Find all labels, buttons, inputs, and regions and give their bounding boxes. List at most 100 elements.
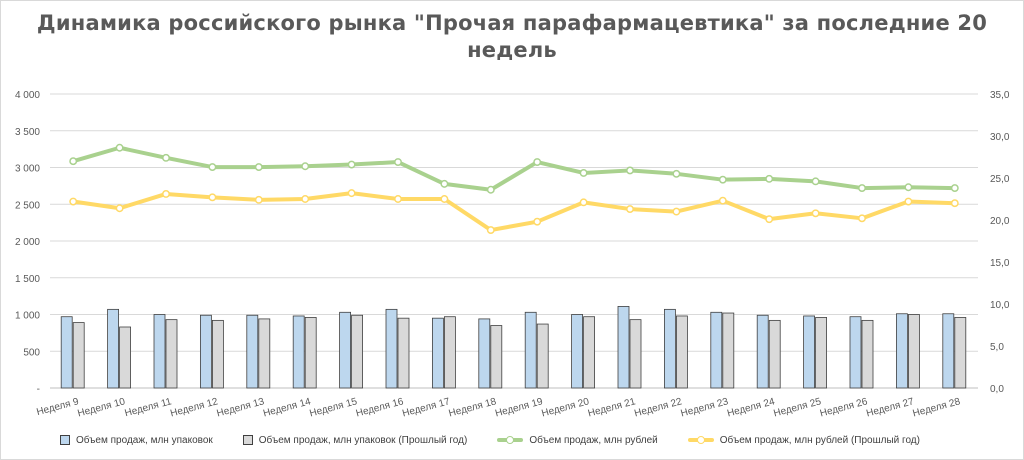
line-sales-rub-prev [71, 191, 957, 233]
point-sales-rub-prev [579, 198, 588, 207]
legend-label-sales-units-prev: Объем продаж, млн упаковок (Прошлый год) [258, 434, 468, 446]
legend-item-sales-rub[interactable]: Объем продаж, млн рублей [497, 434, 658, 446]
x-tick-label: Неделя 19 [494, 396, 544, 419]
point-sales-rub [718, 175, 727, 184]
bar-sales-units-prev [351, 314, 364, 389]
bar-sales-units-prev [861, 319, 874, 389]
x-tick-label: Неделя 21 [587, 396, 637, 419]
point-sales-rub [904, 183, 913, 192]
chart-title: Динамика российского рынка "Прочая параф… [36, 11, 988, 62]
x-tick-label: Неделя 24 [726, 396, 776, 419]
bar-sales-units-prev [165, 319, 178, 389]
left-tick-label: 2 000 [15, 237, 40, 248]
bar-sales-units [339, 311, 352, 389]
right-tick-label: 25,0 [990, 174, 1010, 185]
bar-sales-units [617, 306, 630, 389]
bar-sales-units [153, 314, 166, 389]
legend-swatch-sales-rub-prev [687, 435, 714, 445]
point-sales-rub [394, 158, 402, 166]
x-tick-label: Неделя 15 [308, 396, 358, 419]
left-tick-label: 4 000 [15, 90, 40, 101]
point-sales-rub [626, 166, 634, 175]
bar-sales-units-prev [119, 326, 131, 389]
x-tick-label: Неделя 27 [865, 396, 915, 419]
x-tick-label: Неделя 11 [124, 396, 174, 419]
x-tick-label: Неделя 26 [819, 396, 869, 419]
bar-sales-units-prev [815, 317, 827, 389]
x-tick-label: Неделя 25 [772, 396, 822, 419]
bar-sales-units [478, 318, 491, 389]
x-tick-label: Неделя 9 [35, 396, 80, 418]
right-tick-label: 10,0 [990, 300, 1010, 311]
bar-sales-units-prev [258, 318, 271, 389]
bar-sales-units [431, 317, 444, 389]
x-tick-label: Неделя 14 [262, 396, 312, 419]
left-tick-label: 3 500 [15, 127, 40, 138]
point-sales-rub [765, 174, 774, 183]
bar-sales-units [246, 314, 259, 389]
bar-sales-units [942, 313, 955, 389]
right-tick-label: 20,0 [990, 216, 1010, 227]
point-sales-rub-prev [394, 195, 402, 203]
bar-sales-units-prev [908, 314, 920, 389]
point-sales-rub [950, 184, 959, 193]
bar-sales-units [664, 308, 676, 389]
point-sales-rub-prev [904, 197, 913, 206]
bar-sales-units [292, 315, 305, 389]
point-sales-rub [672, 169, 681, 178]
bar-sales-units [849, 316, 862, 389]
left-tick-label: 1 500 [15, 274, 40, 285]
point-sales-rub-prev [858, 214, 866, 223]
point-sales-rub-prev [765, 215, 774, 224]
left-tick-label: 500 [23, 347, 40, 358]
point-sales-rub [347, 160, 356, 169]
point-sales-rub [858, 184, 866, 193]
point-sales-rub [162, 153, 170, 162]
x-tick-label: Неделя 17 [401, 396, 451, 419]
legend-label-sales-rub-prev: Объем продаж, млн рублей (Прошлый год) [719, 434, 920, 446]
point-sales-rub [486, 185, 495, 194]
point-sales-rub-prev [162, 190, 170, 198]
legend-swatch-sales-rub [497, 435, 524, 445]
point-sales-rub-prev [672, 207, 681, 216]
legend-item-sales-rub-prev[interactable]: Объем продаж, млн рублей (Прошлый год) [687, 434, 920, 446]
x-tick-label: Неделя 12 [169, 396, 219, 419]
bar-sales-units-prev [536, 323, 549, 389]
point-sales-rub-prev [208, 193, 217, 202]
bar-sales-units [756, 314, 769, 389]
point-sales-rub [579, 169, 588, 177]
x-tick-label: Неделя 20 [540, 396, 590, 419]
right-tick-label: 5,0 [990, 342, 1004, 353]
x-tick-label: Неделя 28 [912, 396, 962, 419]
point-sales-rub [440, 179, 449, 188]
left-tick-label: 1 000 [15, 311, 40, 322]
legend-item-sales-units[interactable]: Объем продаж, млн упаковок [60, 435, 213, 446]
point-sales-rub [208, 163, 217, 172]
bar-sales-units-prev [768, 319, 781, 389]
bar-sales-units [803, 315, 815, 389]
bar-sales-units [199, 314, 212, 389]
bar-sales-units-prev [722, 312, 735, 389]
bar-sales-units-prev [583, 316, 595, 389]
bar-sales-units-prev [397, 317, 410, 389]
point-sales-rub-prev [486, 226, 495, 235]
point-sales-rub-prev [811, 209, 820, 218]
bar-sales-units [710, 311, 723, 389]
bar-sales-units [524, 311, 537, 389]
bar-sales-units [385, 308, 398, 389]
bar-sales-units [896, 313, 908, 389]
legend-label-sales-units: Объем продаж, млн упаковок [76, 434, 213, 446]
point-sales-rub [301, 162, 310, 171]
left-tick-label: 2 500 [15, 200, 40, 211]
legend-item-sales-units-prev[interactable]: Объем продаж, млн упаковок (Прошлый год) [242, 434, 468, 446]
left-tick-label: 3 000 [15, 164, 40, 175]
point-sales-rub-prev [950, 199, 959, 208]
bar-sales-units-prev [304, 317, 317, 389]
legend-label-sales-rub: Объем продаж, млн рублей [529, 434, 658, 446]
point-sales-rub [115, 143, 124, 152]
point-sales-rub-prev [533, 217, 542, 226]
bar-sales-units-prev [72, 322, 85, 389]
right-tick-label: 0,0 [990, 384, 1004, 395]
x-tick-label: Неделя 18 [448, 396, 498, 419]
